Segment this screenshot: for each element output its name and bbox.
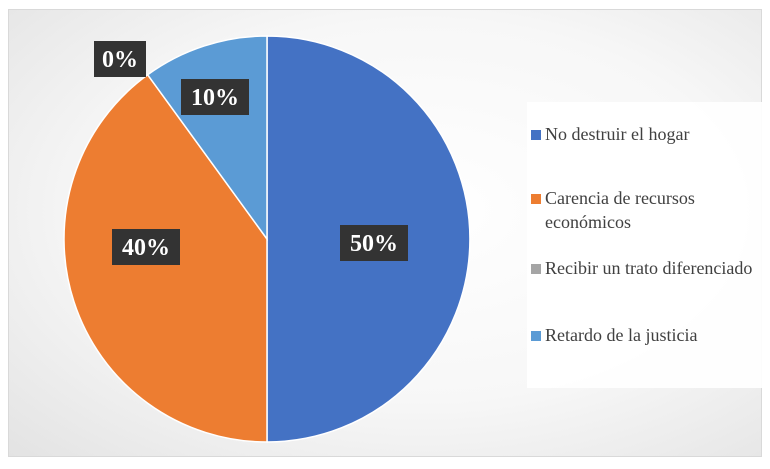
legend-label: No destruir el hogar xyxy=(545,124,690,144)
legend-item-carencia: Carencia de recursos económicos xyxy=(531,186,770,234)
data-label-text: 10% xyxy=(191,85,239,111)
legend-swatch xyxy=(531,264,541,274)
data-label-text: 0% xyxy=(102,47,138,73)
legend-item-recibir: Recibir un trato diferenciado xyxy=(531,256,770,280)
data-label-box xyxy=(340,225,408,261)
legend-swatch xyxy=(531,331,541,341)
legend: No destruir el hogar Carencia de recurso… xyxy=(527,102,770,388)
legend-swatch xyxy=(531,194,541,204)
legend-swatch xyxy=(531,130,541,140)
legend-item-no-destruir: No destruir el hogar xyxy=(531,122,770,146)
data-label-retardo-de-la-justicia: 10% xyxy=(181,79,249,115)
data-label-box xyxy=(181,79,249,115)
data-label-box xyxy=(94,41,146,77)
legend-item-retardo: Retardo de la justicia xyxy=(531,323,770,347)
data-label-no-destruir-el-hogar: 50% xyxy=(340,225,408,261)
chart-area: 50% 40% 0% 10% No destruir el hogar Carenci… xyxy=(8,9,770,457)
data-label-text: 40% xyxy=(122,235,170,261)
legend-label: Retardo de la justicia xyxy=(545,325,698,345)
data-label-box xyxy=(112,229,180,265)
legend-label: Carencia de recursos económicos xyxy=(545,188,695,232)
legend-label: Recibir un trato diferenciado xyxy=(545,258,753,278)
data-label-carencia-de-recursos-economicos: 40% xyxy=(112,229,180,265)
data-label-recibir-un-trato-diferenciado: 0% xyxy=(94,41,146,77)
data-label-text: 50% xyxy=(350,231,398,257)
pie-chart: 50% 40% 0% 10% xyxy=(63,35,471,443)
